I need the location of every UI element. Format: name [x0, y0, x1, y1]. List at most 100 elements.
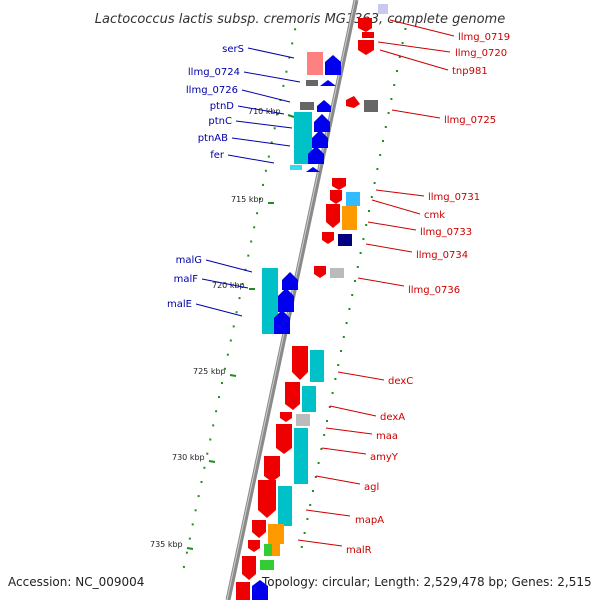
gene-label-llmg-0719[interactable]: llmg_0719	[458, 32, 510, 43]
guide-dot	[276, 113, 279, 116]
gene-block	[294, 112, 312, 164]
gene-label-malE[interactable]: malE	[167, 299, 192, 310]
guide-dot	[218, 396, 220, 399]
leader-line	[337, 371, 385, 381]
gene-label-ptnAB[interactable]: ptnAB	[198, 133, 228, 144]
gene-label-fer[interactable]: fer	[210, 150, 225, 161]
guide-dot	[238, 297, 241, 300]
guide-dot	[294, 28, 297, 31]
guide-dot	[209, 438, 212, 441]
guide-dot	[303, 532, 306, 534]
guide-dot	[365, 224, 368, 226]
gene-label-llmg-0736[interactable]: llmg_0736	[408, 285, 460, 296]
gene-arrow	[358, 40, 374, 55]
gene-arrow	[236, 582, 250, 600]
gene-label-serS[interactable]: serS	[222, 44, 244, 55]
gene-label-malF[interactable]: malF	[174, 274, 199, 285]
leader-line	[243, 71, 301, 83]
gene-arrow	[322, 232, 334, 244]
gene-label-dexA[interactable]: dexA	[380, 412, 405, 423]
guide-dot	[351, 294, 354, 296]
leader-line	[237, 105, 285, 115]
guide-dot	[387, 112, 390, 114]
gene-arrow	[320, 80, 336, 86]
guide-dot	[354, 280, 356, 282]
gene-label-llmg-0725[interactable]: llmg_0725	[444, 115, 496, 126]
leader-line	[201, 278, 249, 289]
guide-dot	[323, 434, 326, 436]
leader-line	[227, 154, 275, 164]
guide-dot	[348, 308, 351, 310]
guide-dot	[384, 126, 387, 128]
leader-line	[365, 243, 413, 253]
guide-dot	[291, 42, 294, 45]
tick-label-730: 730 kbp	[172, 453, 205, 462]
guide-dot	[221, 382, 223, 384]
gene-label-mapA[interactable]: mapA	[355, 515, 384, 526]
gene-label-llmg-0733[interactable]: llmg_0733	[420, 227, 472, 238]
leader-line	[325, 427, 373, 435]
tick-label-715: 715 kbp	[231, 195, 264, 204]
leader-line	[377, 41, 451, 53]
guide-dot	[370, 196, 373, 198]
gene-label-llmg-0734[interactable]: llmg_0734	[416, 250, 468, 261]
gene-block	[330, 268, 344, 278]
gene-block	[272, 544, 280, 556]
guide-dot	[309, 504, 312, 506]
guide-dot	[306, 518, 309, 520]
leader-line	[231, 137, 291, 147]
gene-label-agl[interactable]: agl	[364, 482, 379, 493]
gene-label-malG[interactable]: malG	[176, 255, 202, 266]
guide-dot	[267, 155, 270, 158]
guide-dot	[342, 336, 345, 338]
gene-label-malR[interactable]: malR	[346, 545, 372, 556]
gene-arrow	[252, 520, 266, 538]
topology-text: Topology: circular; Length: 2,529,478 bp…	[261, 575, 592, 589]
guide-dot	[235, 311, 238, 314]
leader-line	[389, 19, 455, 37]
guide-dot	[376, 168, 379, 170]
gene-arrow	[314, 266, 326, 278]
guide-dot	[253, 226, 256, 229]
gene-block	[264, 544, 272, 556]
gene-block	[338, 234, 352, 246]
tick-mark-725	[229, 374, 237, 377]
gene-label-dexC[interactable]: dexC	[388, 376, 413, 387]
leader-line	[375, 189, 425, 197]
gene-label-maa[interactable]: maa	[376, 431, 398, 442]
gene-arrow	[292, 346, 308, 380]
gene-label-llmg-0731[interactable]: llmg_0731	[428, 192, 480, 203]
gene-arrow	[317, 100, 331, 112]
gene-label-cmk[interactable]: cmk	[424, 210, 445, 221]
gene-label-llmg-0724[interactable]: llmg_0724	[188, 67, 240, 78]
tick-label-725: 725 kbp	[193, 367, 226, 376]
guide-dot	[362, 238, 365, 240]
gene-label-llmg-0726[interactable]: llmg_0726	[186, 85, 238, 96]
gene-block	[260, 560, 274, 570]
gene-arrow	[280, 412, 292, 422]
guide-dot	[359, 252, 362, 254]
guide-dot	[393, 84, 396, 86]
guide-dot	[326, 420, 328, 422]
gene-label-llmg-0720[interactable]: llmg_0720	[455, 48, 507, 59]
tick-mark-735	[186, 547, 194, 550]
guide-dot	[288, 56, 291, 59]
gene-arrow	[282, 272, 298, 290]
guide-dot	[282, 84, 285, 87]
leader-line	[297, 539, 343, 547]
leader-line	[367, 221, 417, 231]
gene-arrow	[346, 96, 360, 108]
guide-dot	[396, 70, 398, 72]
gene-label-tnp981[interactable]: tnp981	[452, 66, 488, 77]
gene-label-ptnC[interactable]: ptnC	[208, 116, 232, 127]
tick-label-710: 710 kbp	[248, 107, 281, 116]
gene-block	[294, 428, 308, 484]
gene-features	[236, 4, 388, 600]
gene-block	[268, 524, 284, 544]
guide-dot	[320, 448, 323, 450]
guide-dot	[256, 212, 259, 215]
guide-dot	[356, 266, 359, 268]
gene-label-amyY[interactable]: amyY	[370, 452, 399, 463]
gene-label-ptnD[interactable]: ptnD	[210, 101, 235, 112]
